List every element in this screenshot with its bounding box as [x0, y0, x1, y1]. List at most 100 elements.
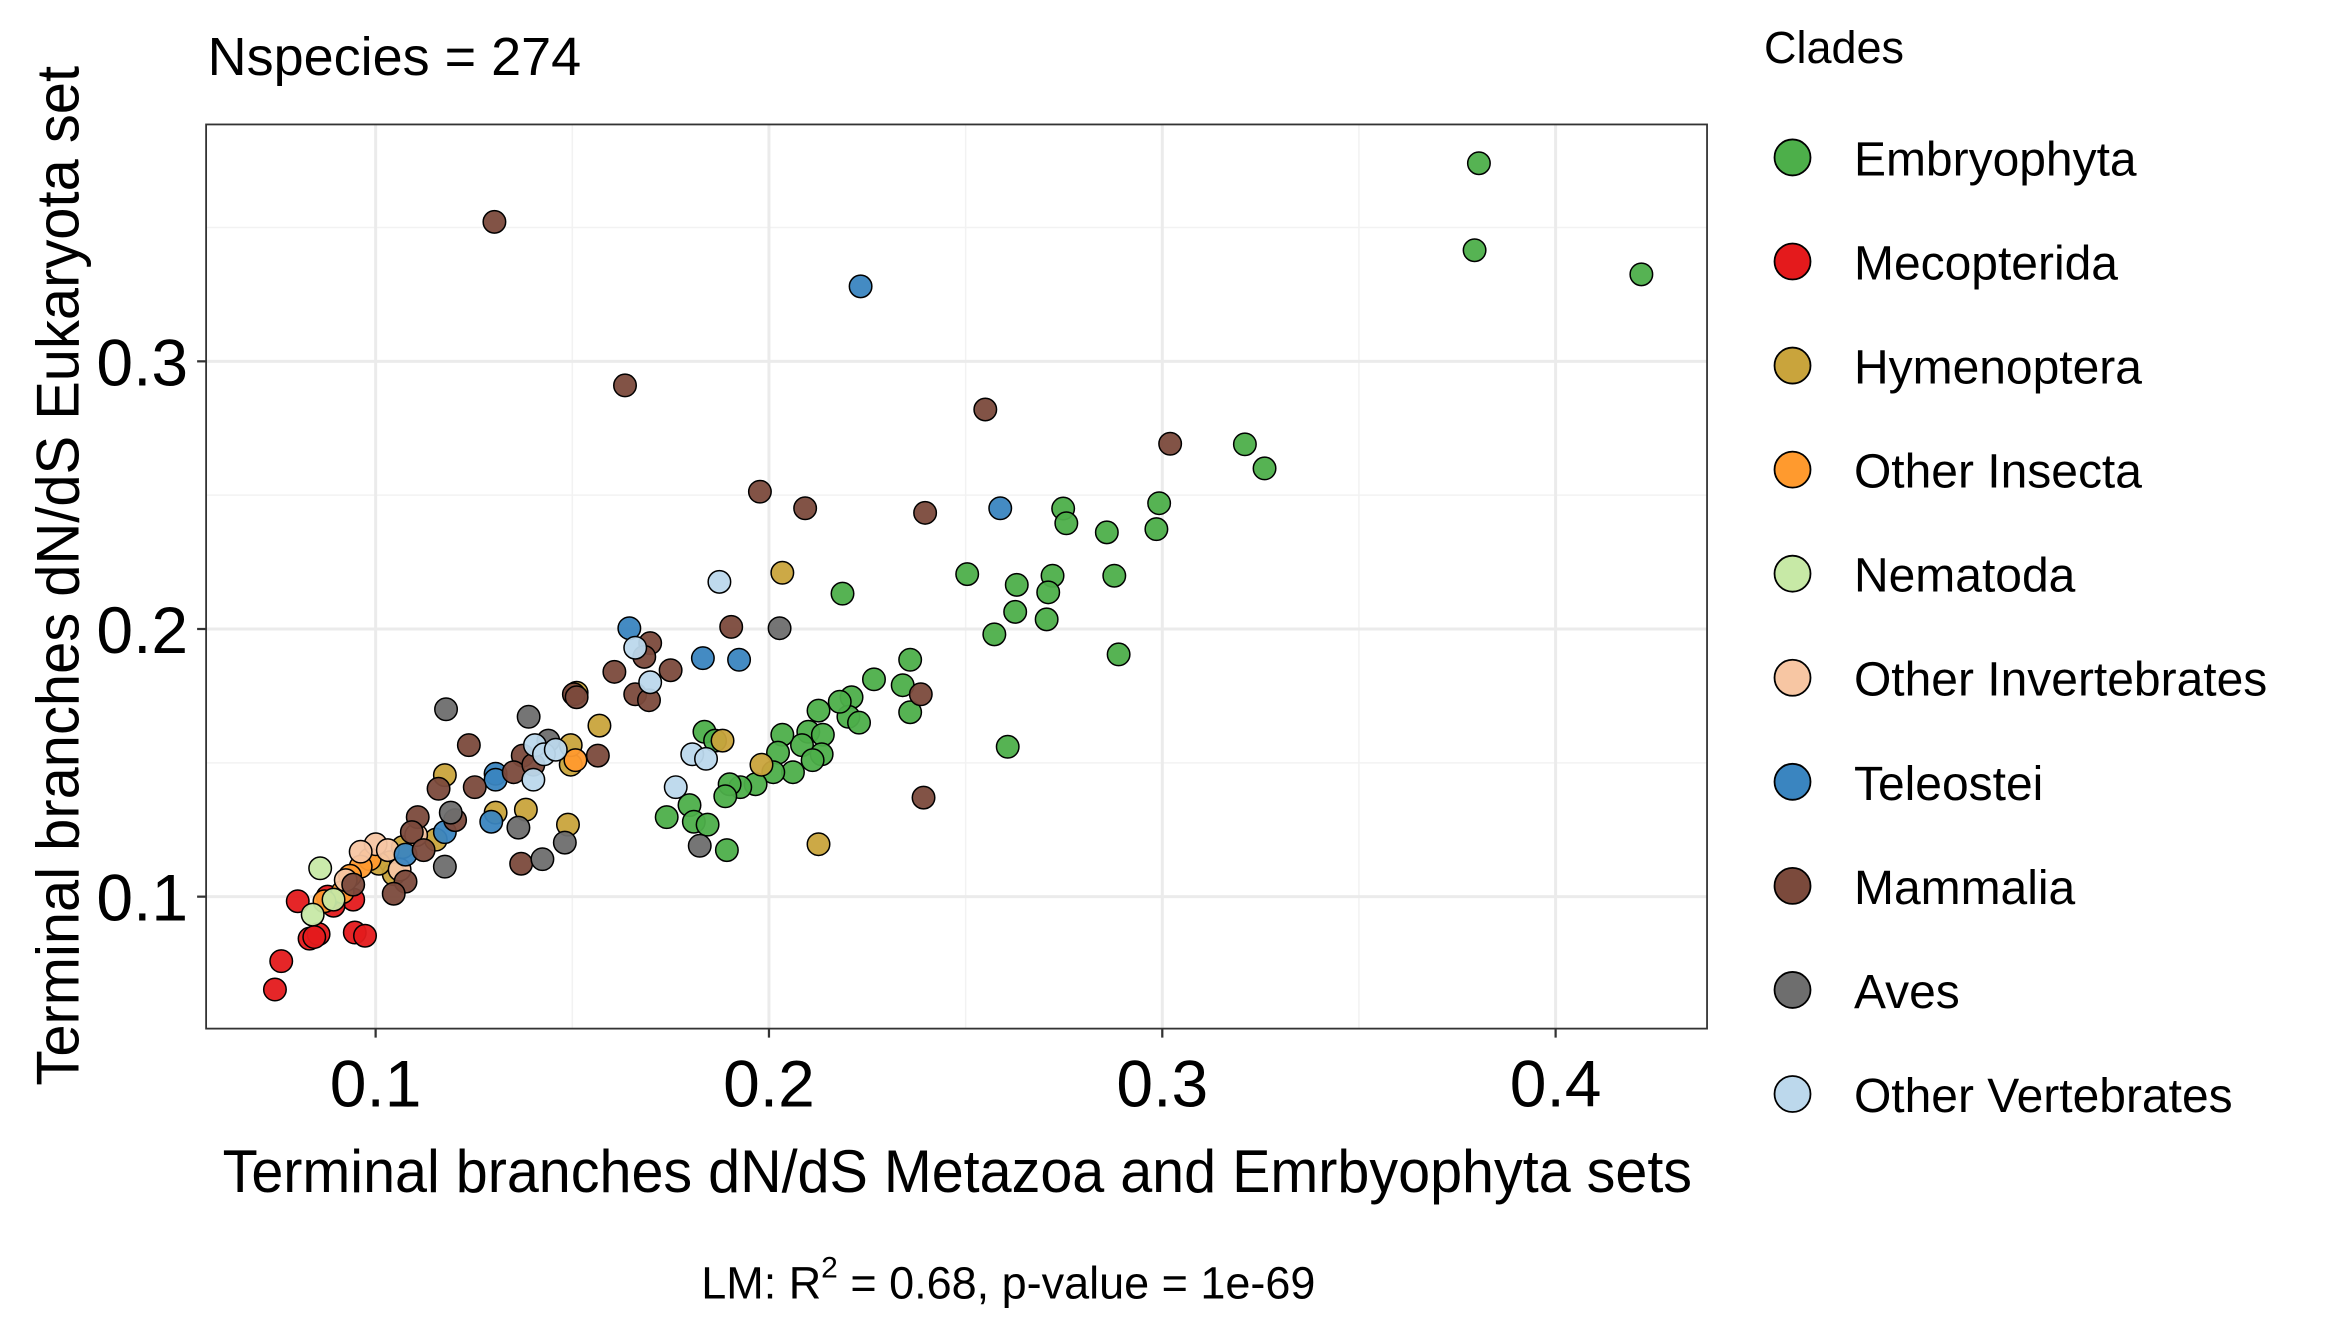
point	[800, 748, 825, 773]
point	[898, 700, 923, 725]
legend-label: Aves	[1854, 966, 1960, 1019]
point	[663, 775, 688, 800]
point	[302, 925, 327, 950]
legend-label: Other Vertebrates	[1854, 1070, 2233, 1123]
legend-marker	[1773, 762, 1812, 801]
point	[1158, 431, 1183, 456]
x-tick-label: 0.2	[723, 1047, 815, 1121]
legend-marker	[1773, 450, 1812, 489]
point	[749, 752, 774, 777]
point	[381, 881, 406, 906]
point	[727, 647, 752, 672]
point	[308, 856, 333, 881]
point	[1004, 572, 1029, 597]
y-tick-label: 0.2	[96, 593, 188, 667]
point	[1094, 520, 1119, 545]
legend-label: Nematoda	[1854, 550, 2076, 603]
point	[353, 923, 378, 948]
point	[543, 737, 568, 762]
y-axis-label: Terminal branches dN/dS Eukaryota set	[25, 66, 92, 1086]
point	[1144, 517, 1169, 542]
point	[861, 667, 886, 692]
point	[714, 838, 739, 863]
point	[1034, 607, 1059, 632]
legend-label: Embryophyta	[1854, 133, 2137, 186]
legend-marker	[1773, 658, 1812, 697]
legend-marker	[1773, 866, 1812, 905]
legend-label: Other Invertebrates	[1854, 654, 2267, 707]
point	[300, 902, 325, 927]
y-tick-label: 0.1	[96, 861, 188, 935]
point	[747, 479, 772, 504]
x-tick-label: 0.1	[330, 1047, 422, 1121]
point	[710, 728, 735, 753]
legend-label: Hymenoptera	[1854, 342, 2142, 395]
point	[341, 872, 366, 897]
point	[908, 682, 933, 707]
point	[269, 949, 294, 974]
point	[695, 812, 720, 837]
point	[913, 500, 938, 525]
point	[438, 800, 463, 825]
point	[285, 889, 310, 914]
point	[1003, 599, 1028, 624]
legend-label: Other Insecta	[1854, 446, 2142, 499]
point	[911, 785, 936, 810]
point	[848, 274, 873, 299]
point	[694, 746, 719, 771]
point	[793, 496, 818, 521]
legend-title: Clades	[1764, 22, 1904, 73]
point	[898, 647, 923, 672]
point	[623, 635, 648, 660]
point	[713, 784, 738, 809]
y-tick-label: 0.3	[96, 325, 188, 399]
point	[602, 659, 627, 684]
point	[262, 977, 287, 1002]
point	[1102, 563, 1127, 588]
point	[456, 733, 481, 758]
point	[830, 581, 855, 606]
legend-marker	[1773, 554, 1812, 593]
point	[654, 805, 679, 830]
point	[707, 569, 732, 594]
legend-marker	[1773, 346, 1812, 385]
point	[973, 397, 998, 422]
point	[509, 851, 534, 876]
point	[638, 670, 663, 695]
point	[1252, 456, 1277, 481]
annotation-text: LM: R	[701, 1258, 821, 1309]
point	[658, 658, 683, 683]
x-tick-label: 0.4	[1510, 1047, 1602, 1121]
point	[399, 820, 424, 845]
point	[426, 776, 451, 801]
point	[955, 562, 980, 587]
point	[563, 748, 588, 773]
plot-border	[205, 123, 1708, 1030]
point	[988, 496, 1013, 521]
point	[1147, 491, 1172, 516]
point	[827, 689, 852, 714]
point	[847, 710, 872, 735]
x-tick-label: 0.3	[1116, 1047, 1208, 1121]
point	[462, 775, 487, 800]
point	[552, 830, 577, 855]
legend-label: Mammalia	[1854, 862, 2076, 915]
point	[1106, 642, 1131, 667]
point	[1054, 511, 1079, 536]
legend-marker	[1773, 971, 1812, 1009]
chart-title: Nspecies = 274	[208, 27, 582, 87]
legend-marker	[1773, 242, 1812, 281]
point	[1232, 432, 1257, 457]
point	[348, 839, 373, 864]
point	[411, 838, 436, 863]
point	[1462, 238, 1487, 263]
point	[995, 734, 1020, 759]
point	[1036, 580, 1061, 605]
legend-marker	[1773, 1075, 1812, 1113]
legend-label: Teleostei	[1854, 758, 2043, 811]
point	[482, 209, 507, 234]
point	[1466, 151, 1491, 176]
legend-marker	[1773, 138, 1812, 177]
